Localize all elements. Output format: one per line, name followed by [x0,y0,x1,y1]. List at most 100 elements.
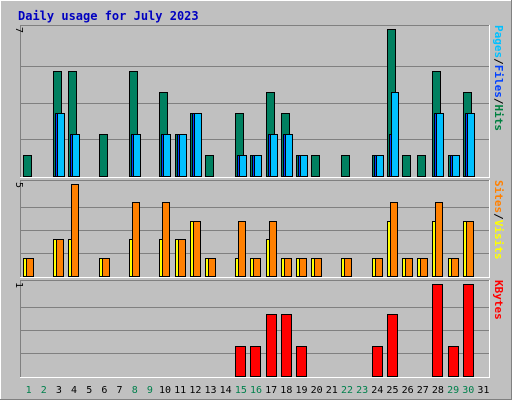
x-tick-label-day-23: 23 [356,385,368,396]
hits-bar-hits-day-22 [341,155,350,177]
hits-bar-pages-day-19 [300,155,308,177]
visits-bar-sites-day-8 [132,202,140,277]
visits-bar-sites-day-4 [71,184,79,277]
x-axis-labels: 1 2 3 4 5 6 7 8 9 10 11 12 13 14 15 16 17 18 19 20 21 22 23 24 2… [26,385,490,396]
kbytes-bar-kbytes-day-30 [463,284,474,377]
x-tick-label-day-24: 24 [371,385,383,396]
kbytes-bar-kbytes-day-28 [432,284,443,377]
kbytes-bar-kbytes-day-19 [296,346,307,377]
hits-bar-pages-day-17 [270,134,278,177]
hits-side-label-part: / [492,58,505,65]
x-tick-label-day-4: 4 [71,385,77,396]
hits-side-label-part: / [492,98,505,105]
visits-bar-sites-day-1 [26,258,34,277]
x-tick-label-day-15: 15 [235,385,247,396]
x-tick-label-day-27: 27 [417,385,429,396]
hits-bar-hits-day-6 [99,134,108,177]
hits-bar-pages-day-28 [436,113,444,177]
hits-side-label-part: Hits [492,105,505,132]
visits-bar-sites-day-30 [466,221,474,277]
x-tick-label-day-2: 2 [41,385,47,396]
x-tick-label-day-29: 29 [447,385,459,396]
x-tick-label-day-16: 16 [250,385,262,396]
kbytes-bar-kbytes-day-25 [387,314,398,377]
hits-bar-hits-day-20 [311,155,320,177]
visits-bar-sites-day-19 [299,258,307,277]
visits-bar-sites-day-24 [375,258,383,277]
visits-bar-sites-day-6 [102,258,110,277]
visits-bar-sites-day-29 [451,258,459,277]
visits-bar-sites-day-17 [269,221,277,277]
kbytes-bar-kbytes-day-16 [250,346,261,377]
visits-bar-sites-day-13 [208,258,216,277]
panel-hits: 7 Pages/Files/Hits [13,25,505,178]
visits-bar-sites-day-10 [162,202,170,277]
hits-side-label-part: Pages [492,25,505,58]
hits-bar-pages-day-29 [452,155,460,177]
x-tick-label-day-14: 14 [220,385,232,396]
visits-bar-sites-day-12 [193,221,201,277]
visits-bar-sites-day-28 [435,202,443,277]
hits-bar-hits-day-1 [23,155,32,177]
visits-side-label-part: Visits [492,220,505,260]
kbytes-bar-kbytes-day-15 [235,346,246,377]
visits-bar-sites-day-22 [344,258,352,277]
hits-bar-pages-day-16 [254,155,262,177]
x-tick-label-day-11: 11 [174,385,186,396]
visits-bar-sites-day-11 [178,239,186,277]
hits-bar-pages-day-18 [285,134,293,177]
x-tick-label-day-25: 25 [386,385,398,396]
hits-side-label-part: Files [492,65,505,98]
visits-bar-sites-day-20 [314,258,322,277]
visits-side-label-part: / [492,213,505,220]
x-tick-label-day-10: 10 [159,385,171,396]
hits-bar-pages-day-3 [57,113,65,177]
kbytes-bar-kbytes-day-18 [281,314,292,377]
kbytes-max-label: 1 [13,282,24,288]
hits-max-label: 7 [13,27,24,33]
visits-bar-sites-day-18 [284,258,292,277]
x-tick-label-day-19: 19 [295,385,307,396]
hits-bar-pages-day-24 [376,155,384,177]
visits-bar-sites-day-16 [253,258,261,277]
hits-bar-pages-day-12 [194,113,202,177]
hits-bar-hits-day-27 [417,155,426,177]
kbytes-side-label-part: KBytes [492,280,505,320]
visits-bar-sites-day-25 [390,202,398,277]
x-tick-label-day-30: 30 [462,385,474,396]
hits-bar-pages-day-30 [467,113,475,177]
hits-bar-pages-day-4 [72,134,80,177]
panel-visits: 5 Sites/Visits [13,180,505,278]
x-tick-label-day-18: 18 [280,385,292,396]
kbytes-side-label: KBytes [492,280,505,320]
x-tick-label-day-17: 17 [265,385,277,396]
visits-bar-sites-day-26 [405,258,413,277]
x-tick-label-day-20: 20 [311,385,323,396]
x-tick-label-day-8: 8 [132,385,138,396]
hits-bar-pages-day-11 [179,134,187,177]
x-tick-label-day-12: 12 [189,385,201,396]
visits-side-label: Sites/Visits [492,180,505,260]
x-tick-label-day-28: 28 [432,385,444,396]
x-tick-label-day-3: 3 [56,385,62,396]
kbytes-bar-kbytes-day-29 [448,346,459,377]
visits-bar-sites-day-15 [238,221,246,277]
hits-bar-hits-day-26 [402,155,411,177]
visits-bar-sites-day-27 [420,258,428,277]
x-tick-label-day-5: 5 [86,385,92,396]
visits-bar-sites-day-3 [56,239,64,277]
visits-side-label-part: Sites [492,180,505,213]
hits-bar-pages-day-25 [391,92,399,177]
x-tick-label-day-26: 26 [402,385,414,396]
kbytes-bar-kbytes-day-24 [372,346,383,377]
x-tick-label-day-9: 9 [147,385,153,396]
hits-bar-pages-day-15 [239,155,247,177]
x-tick-label-day-13: 13 [204,385,216,396]
x-tick-label-day-21: 21 [326,385,338,396]
x-tick-label-day-1: 1 [26,385,32,396]
x-tick-label-day-31: 31 [477,385,489,396]
chart-title: Daily usage for July 2023 [18,9,199,23]
x-tick-label-day-6: 6 [101,385,107,396]
kbytes-bar-kbytes-day-17 [266,314,277,377]
